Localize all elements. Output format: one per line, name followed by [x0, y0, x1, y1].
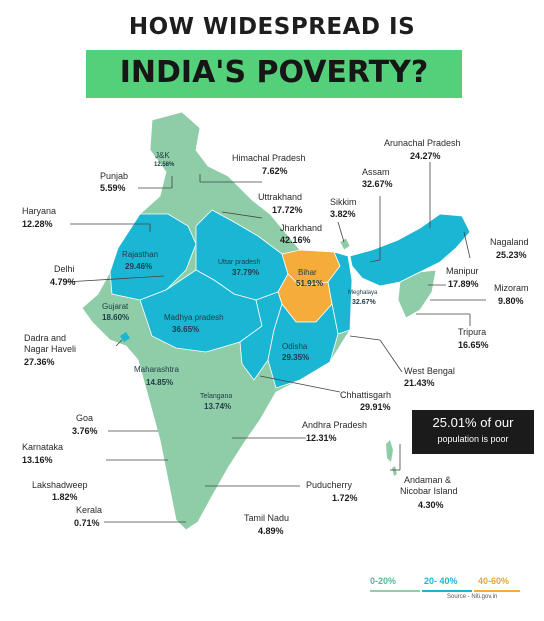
value-sikkim: 3.82%	[330, 209, 356, 219]
value-west-bengal: 21.43%	[404, 378, 435, 388]
legend-bar-high	[474, 590, 520, 592]
value-puducherry: 1.72%	[332, 493, 358, 503]
label-chhattisgarh: Chhattisgarh	[340, 390, 392, 400]
value-kerala: 0.71%	[74, 518, 100, 528]
value-jk: 12.58%	[154, 162, 175, 168]
value-haryana: 12.28%	[22, 219, 53, 229]
label-uttrakhand: Uttrakhand	[258, 192, 303, 202]
label-himachal: Himachal Pradesh	[232, 153, 306, 163]
region-nicobar	[392, 466, 397, 476]
label-jk: J&K	[155, 151, 170, 160]
value-odisha: 29.35%	[282, 353, 310, 362]
value-nagaland: 25.23%	[496, 250, 527, 260]
label-tamil-nadu: Tamil Nadu	[244, 513, 290, 523]
label-maharashtra: Maharashtra	[134, 365, 179, 374]
label-haryana: Haryana	[22, 206, 57, 216]
label-sikkim: Sikkim	[330, 197, 357, 207]
title-banner	[86, 50, 462, 98]
value-andaman: 4.30%	[418, 500, 444, 510]
label-uttar-pradesh: Uttar pradesh	[218, 259, 261, 266]
region-sikkim	[339, 237, 351, 251]
legend-high: 40-60%	[478, 576, 510, 586]
legend-low: 0-20%	[370, 576, 397, 586]
region-chhattisgarh	[239, 291, 283, 381]
value-himachal: 7.62%	[262, 166, 288, 176]
callout-line1: 25.01% of our	[432, 415, 514, 430]
callout-line2: population is poor	[437, 434, 509, 444]
label-andaman-1: Andaman &	[404, 475, 452, 485]
value-assam: 32.67%	[362, 179, 393, 189]
region-andaman	[386, 440, 393, 462]
label-telangana: Telangana	[200, 393, 233, 400]
region-dadra	[120, 332, 130, 342]
value-delhi: 4.79%	[50, 277, 76, 287]
region-rajasthan	[109, 213, 197, 301]
title-line2: INDIA'S POVERTY?	[119, 55, 429, 90]
title-line1: HOW WIDESPREAD IS	[128, 14, 416, 40]
value-andhra-pradesh: 12.31%	[306, 433, 337, 443]
label-meghalaya: Meghalaya	[348, 290, 378, 296]
value-goa: 3.76%	[72, 426, 98, 436]
legend-mid: 20- 40%	[424, 576, 458, 586]
region-northeast-green	[397, 269, 437, 319]
value-lakshadweep: 1.82%	[52, 492, 78, 502]
value-meghalaya: 32.67%	[352, 299, 376, 306]
value-tamil-nadu: 4.89%	[258, 526, 284, 536]
label-assam: Assam	[362, 167, 390, 177]
label-gujarat: Gujarat	[102, 302, 129, 311]
value-rajasthan: 29.46%	[125, 262, 153, 271]
label-lakshadweep: Lakshadweep	[32, 480, 88, 490]
label-manipur: Manipur	[446, 266, 479, 276]
label-delhi: Delhi	[54, 264, 75, 274]
value-mizoram: 9.80%	[498, 296, 524, 306]
source-note: Source - Niti.gov.in	[447, 594, 498, 600]
label-punjab: Punjab	[100, 171, 129, 181]
value-uttrakhand: 17.72%	[272, 205, 303, 215]
label-rajasthan: Rajasthan	[122, 250, 159, 259]
value-punjab: 5.59%	[100, 183, 126, 193]
label-dadra-2: Nagar Haveli	[24, 344, 77, 354]
value-telangana: 13.74%	[204, 402, 232, 411]
label-puducherry: Puducherry	[306, 480, 353, 490]
value-jharkhand: 42.16%	[280, 235, 311, 245]
region-northeast-teal	[349, 213, 471, 287]
value-karnataka: 13.16%	[22, 455, 53, 465]
leader-lines	[65, 162, 486, 523]
label-andaman-2: Nicobar Island	[400, 486, 458, 496]
label-kerala: Kerala	[76, 505, 103, 515]
label-goa: Goa	[76, 413, 94, 423]
value-gujarat: 18.60%	[102, 313, 130, 322]
label-mizoram: Mizoram	[494, 283, 529, 293]
label-arunachal: Arunachal Pradesh	[384, 138, 461, 148]
value-madhya-pradesh: 36.65%	[172, 325, 200, 334]
value-arunachal: 24.27%	[410, 151, 441, 161]
label-bihar: Bihar	[298, 268, 317, 277]
legend-bar-mid	[422, 590, 472, 592]
value-dadra: 27.36%	[24, 357, 55, 367]
label-andhra-pradesh: Andhra Pradesh	[302, 420, 368, 430]
legend-bar-low	[370, 590, 420, 592]
label-west-bengal: West Bengal	[404, 366, 455, 376]
value-bihar: 51.91%	[296, 279, 324, 288]
summary-callout: 25.01% of our population is poor	[412, 410, 534, 454]
label-odisha: Odisha	[282, 342, 308, 351]
label-nagaland: Nagaland	[490, 237, 529, 247]
label-karnataka: Karnataka	[22, 442, 64, 452]
value-uttar-pradesh: 37.79%	[232, 268, 260, 277]
label-dadra-1: Dadra and	[24, 333, 67, 343]
value-manipur: 17.89%	[448, 279, 479, 289]
value-chhattisgarh: 29.91%	[360, 402, 391, 412]
value-maharashtra: 14.85%	[146, 378, 174, 387]
region-odisha	[267, 303, 339, 389]
label-madhya-pradesh: Madhya pradesh	[164, 313, 224, 322]
value-tripura: 16.65%	[458, 340, 489, 350]
label-jharkhand: Jharkhand	[280, 223, 323, 233]
label-tripura: Tripura	[458, 327, 487, 337]
